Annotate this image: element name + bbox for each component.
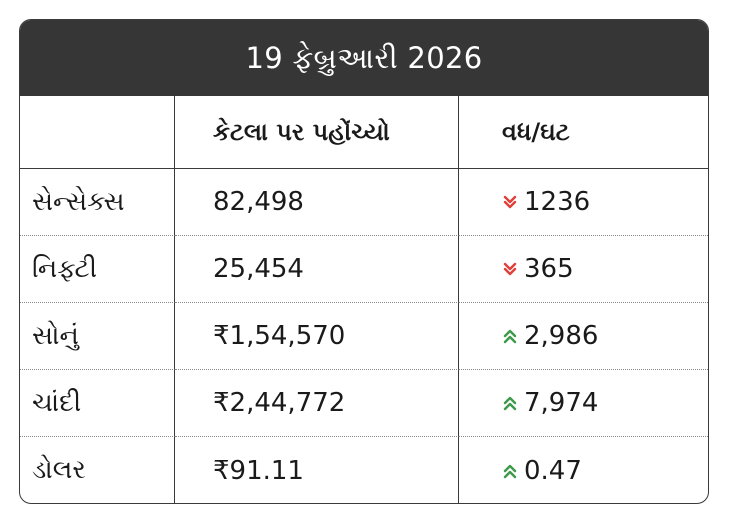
table-header-row: કેટલા પર પહોંચ્યો વધ/ઘટ [20,96,708,169]
table-row: ચાંદી ₹2,44,772 7,974 [20,370,708,437]
row-value: 25,454 [175,236,459,303]
market-table-card: 19 ફેબ્રુઆરી 2026 કેટલા પર પહોંચ્યો વધ/ઘ… [19,19,709,504]
row-name: સોનું [20,303,175,370]
row-value: ₹91.11 [175,437,459,503]
row-value: ₹1,54,570 [175,303,459,370]
double-chevron-up-icon [502,463,518,479]
row-change-cell: 1236 [459,169,708,236]
row-change-cell: 7,974 [459,370,708,437]
double-chevron-up-icon [502,395,518,411]
row-change: 1236 [524,187,591,217]
double-chevron-down-icon [502,261,518,277]
row-value: ₹2,44,772 [175,370,459,437]
row-value: 82,498 [175,169,459,236]
table-row: સેન્સેક્સ 82,498 1236 [20,169,708,236]
row-change-cell: 365 [459,236,708,303]
row-name: નિફ્ટી [20,236,175,303]
table-row: ડોલર ₹91.11 0.47 [20,437,708,503]
table-title: 19 ફેબ્રુઆરી 2026 [20,20,708,96]
header-value: કેટલા પર પહોંચ્યો [175,96,459,169]
row-name: સેન્સેક્સ [20,169,175,236]
row-change-cell: 0.47 [459,437,708,503]
row-change: 0.47 [524,455,582,486]
header-name [20,96,175,169]
row-name: ડોલર [20,437,175,503]
header-change: વધ/ઘટ [459,96,708,169]
row-change: 365 [524,254,574,284]
double-chevron-up-icon [502,328,518,344]
row-change: 7,974 [524,388,599,418]
row-change: 2,986 [524,321,599,351]
table-row: સોનું ₹1,54,570 2,986 [20,303,708,370]
table-row: નિફ્ટી 25,454 365 [20,236,708,303]
double-chevron-down-icon [502,194,518,210]
row-change-cell: 2,986 [459,303,708,370]
row-name: ચાંદી [20,370,175,437]
